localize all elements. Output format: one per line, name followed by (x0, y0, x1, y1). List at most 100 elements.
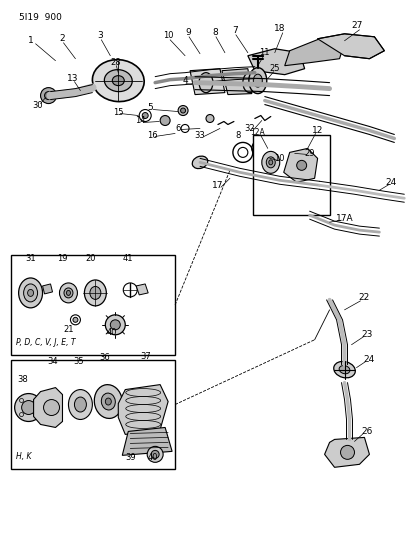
Ellipse shape (199, 72, 213, 93)
Text: 13: 13 (67, 74, 78, 83)
Ellipse shape (112, 76, 124, 86)
Polygon shape (284, 148, 317, 182)
Text: 17A: 17A (336, 214, 353, 223)
Text: 32: 32 (244, 124, 255, 133)
Text: 24: 24 (386, 178, 397, 187)
Text: 1: 1 (28, 36, 33, 45)
Text: 30: 30 (32, 101, 43, 110)
Text: 22: 22 (359, 293, 370, 302)
Circle shape (73, 317, 78, 322)
Bar (11, 360, 175, 470)
Polygon shape (248, 49, 305, 75)
Text: 37: 37 (140, 352, 151, 361)
Text: 31: 31 (25, 254, 36, 263)
Circle shape (110, 320, 120, 330)
Circle shape (147, 446, 163, 462)
Circle shape (40, 87, 56, 103)
Circle shape (181, 108, 186, 113)
Ellipse shape (24, 284, 38, 302)
Ellipse shape (249, 68, 267, 94)
Text: 40: 40 (148, 453, 158, 462)
Text: 26: 26 (362, 427, 373, 436)
Circle shape (15, 393, 42, 422)
Text: 20: 20 (85, 254, 95, 263)
Text: 34: 34 (47, 357, 58, 366)
Circle shape (142, 112, 148, 118)
Circle shape (178, 106, 188, 116)
Text: 10: 10 (275, 154, 285, 163)
Ellipse shape (67, 290, 71, 295)
Text: 23: 23 (362, 330, 373, 340)
Text: 24: 24 (364, 355, 375, 364)
Text: 40: 40 (107, 328, 118, 337)
Circle shape (105, 315, 125, 335)
Polygon shape (222, 69, 252, 94)
Text: 27: 27 (352, 21, 363, 30)
Polygon shape (136, 284, 148, 295)
Ellipse shape (266, 157, 275, 168)
Text: 28: 28 (110, 58, 121, 67)
Text: 12A: 12A (251, 128, 265, 137)
Ellipse shape (60, 283, 78, 303)
Circle shape (151, 450, 159, 458)
Text: 41: 41 (123, 254, 133, 263)
Text: 7: 7 (232, 26, 238, 35)
Ellipse shape (101, 393, 115, 410)
Ellipse shape (90, 286, 101, 300)
Ellipse shape (269, 160, 273, 165)
Ellipse shape (93, 60, 144, 102)
Text: 39: 39 (125, 453, 135, 462)
Circle shape (206, 115, 214, 123)
Text: 29: 29 (304, 149, 315, 158)
Ellipse shape (339, 366, 350, 374)
Ellipse shape (69, 390, 92, 419)
Circle shape (22, 400, 35, 415)
Polygon shape (317, 34, 384, 59)
Text: 21: 21 (63, 325, 74, 334)
Text: 38: 38 (17, 375, 28, 384)
Ellipse shape (19, 278, 42, 308)
Text: 11: 11 (259, 48, 270, 57)
Ellipse shape (192, 156, 208, 168)
Text: 6: 6 (175, 124, 181, 133)
Text: 4: 4 (182, 76, 188, 85)
Ellipse shape (253, 74, 262, 87)
Text: 9: 9 (185, 28, 191, 37)
Polygon shape (285, 39, 344, 66)
Ellipse shape (74, 397, 86, 412)
Ellipse shape (64, 288, 73, 298)
Text: P, D, C, V, J, E, T: P, D, C, V, J, E, T (16, 338, 75, 347)
Text: 25: 25 (270, 64, 280, 73)
Circle shape (297, 160, 307, 171)
Circle shape (44, 400, 60, 416)
Polygon shape (118, 385, 168, 434)
Polygon shape (33, 387, 62, 427)
Text: 35: 35 (73, 357, 84, 366)
Circle shape (341, 446, 355, 459)
Polygon shape (122, 427, 172, 455)
Text: 8: 8 (212, 28, 218, 37)
Text: 10: 10 (163, 31, 173, 41)
Circle shape (44, 92, 53, 100)
Ellipse shape (105, 398, 111, 405)
Text: 15: 15 (113, 108, 124, 117)
Text: 5: 5 (147, 103, 153, 112)
Ellipse shape (84, 280, 106, 306)
Text: 33: 33 (195, 131, 205, 140)
Text: 19: 19 (57, 254, 68, 263)
Text: 8: 8 (235, 131, 241, 140)
Text: 12: 12 (312, 126, 323, 135)
Text: 36: 36 (99, 353, 110, 362)
Text: 17: 17 (212, 181, 224, 190)
Ellipse shape (28, 289, 33, 296)
Circle shape (160, 116, 170, 125)
Ellipse shape (243, 72, 257, 93)
Text: 2: 2 (60, 34, 65, 43)
Text: 3: 3 (98, 31, 103, 41)
Ellipse shape (94, 385, 122, 418)
Ellipse shape (104, 70, 132, 92)
Text: 16: 16 (147, 131, 157, 140)
Polygon shape (325, 438, 369, 467)
Polygon shape (190, 69, 225, 94)
Ellipse shape (262, 151, 280, 173)
